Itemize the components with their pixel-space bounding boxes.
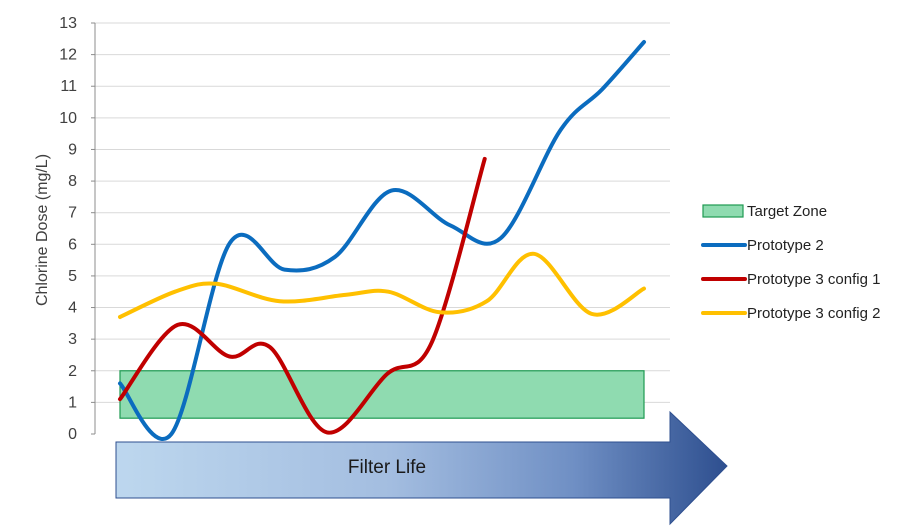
series-line-prototype-3-config-1: [118, 156, 487, 435]
y-tick-label: 3: [68, 331, 77, 348]
y-tick-label: 1: [68, 394, 77, 411]
x-axis-label: Filter Life: [348, 457, 426, 478]
y-tick-label: 4: [68, 300, 77, 317]
filter-life-arrow: Filter Life: [115, 410, 728, 526]
series-line-prototype-2: [118, 40, 646, 441]
series-layer: [118, 40, 646, 441]
legend-label-prototype-3-config-1: Prototype 3 config 1: [747, 271, 880, 288]
y-tick-label: 11: [60, 78, 77, 95]
y-tick-label: 6: [68, 236, 77, 253]
legend-label-prototype-3-config-2: Prototype 3 config 2: [747, 305, 880, 322]
y-tick-label: 10: [59, 110, 77, 127]
y-tick-label: 7: [68, 205, 77, 222]
legend-swatch-target-zone: [702, 204, 744, 218]
y-tick-label: 8: [68, 173, 77, 190]
legend-label-target-zone: Target Zone: [747, 203, 827, 220]
legend-label-prototype-2: Prototype 2: [747, 237, 824, 254]
y-axis-label: Chlorine Dose (mg/L): [34, 154, 51, 306]
y-tick-label: 0: [68, 426, 77, 443]
y-tick-label: 2: [68, 363, 77, 380]
y-tick-label: 13: [59, 15, 77, 32]
series-line-prototype-3-config-2: [118, 251, 646, 319]
gridlines: [95, 22, 670, 403]
y-tick-label: 12: [59, 47, 77, 64]
legend: Target Zone Prototype 2 Prototype 3 config…: [701, 203, 880, 322]
y-tick-label: 5: [68, 268, 77, 285]
y-tick-label: 9: [68, 141, 77, 158]
arrow-shape: [115, 410, 728, 526]
